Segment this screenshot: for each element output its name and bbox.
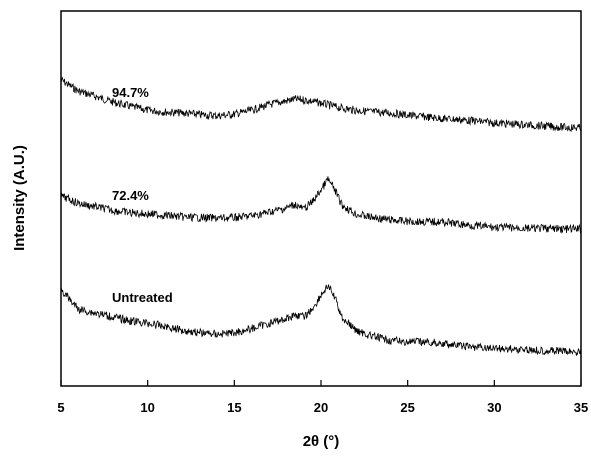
x-tick-label: 25 — [400, 400, 414, 415]
x-tick-label: 15 — [227, 400, 241, 415]
series-labels: 94.7% 72.4% Untreated — [112, 85, 173, 305]
x-axis-title: 2θ (°) — [303, 433, 340, 450]
x-tick-label: 10 — [140, 400, 154, 415]
x-tick-label: 35 — [574, 400, 588, 415]
x-tick-label: 5 — [57, 400, 64, 415]
series-label-3: Untreated — [112, 290, 173, 305]
series-layer — [60, 76, 582, 356]
x-tick-label: 30 — [487, 400, 501, 415]
x-axis-ticks: 5 10 15 20 25 30 35 — [57, 380, 588, 415]
y-axis-title: Intensity (A.U.) — [11, 145, 28, 251]
series-line-2 — [60, 176, 582, 234]
series-label-2: 72.4% — [112, 188, 149, 203]
x-tick-label: 20 — [314, 400, 328, 415]
series-line-3 — [60, 284, 582, 356]
series-line-1 — [60, 76, 582, 132]
series-label-1: 94.7% — [112, 85, 149, 100]
